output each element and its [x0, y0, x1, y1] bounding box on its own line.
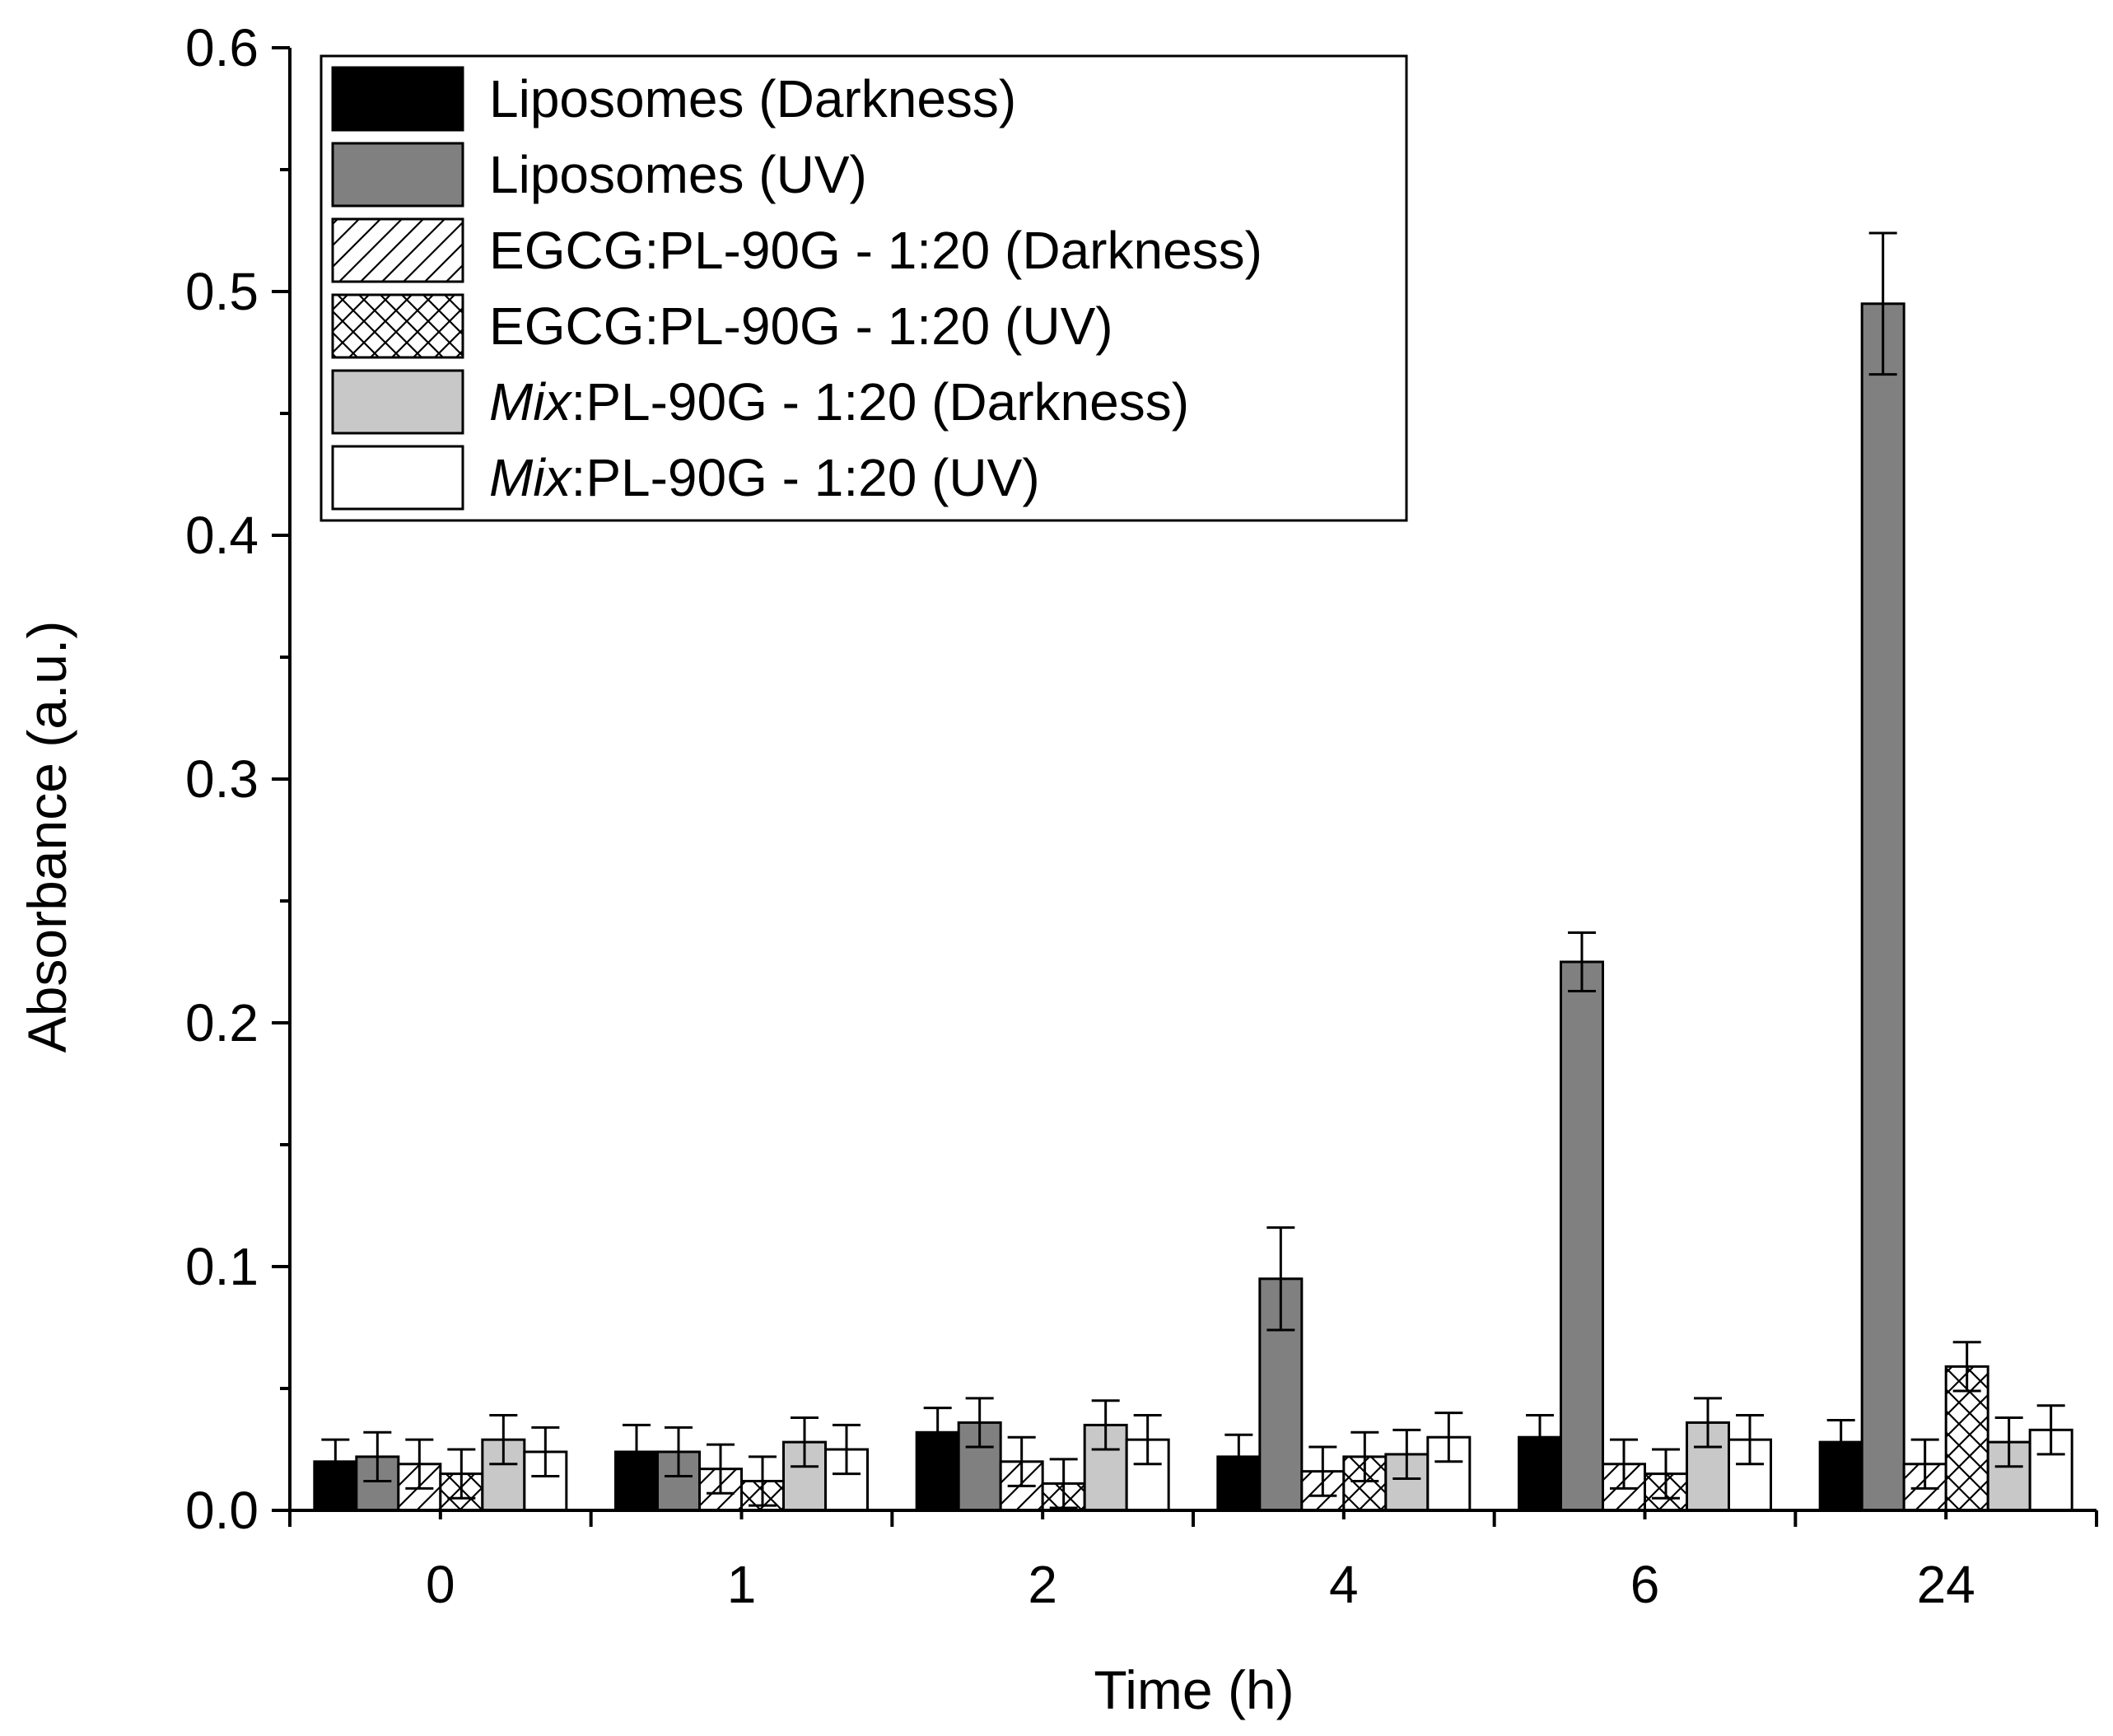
error-bar-24-series-4 [1952, 1341, 1981, 1393]
error-bar-2-series-1 [923, 1407, 952, 1458]
y-tick-label: 0.1 [185, 1237, 259, 1296]
error-bar-24-series-1 [1826, 1418, 1855, 1466]
x-tick-label-1: 1 [727, 1555, 757, 1614]
error-bar-1-series-5 [791, 1416, 819, 1468]
error-bar-24-series-3 [1910, 1438, 1939, 1490]
error-bar-2-series-4 [1049, 1458, 1078, 1510]
legend-label-6: Mix:PL-90G - 1:20 (UV) [489, 448, 1040, 507]
x-tick-label-6: 6 [1630, 1555, 1660, 1614]
legend-swatch-1 [331, 66, 464, 132]
error-bar-1-series-6 [833, 1423, 861, 1476]
error-bar-2-series-3 [1007, 1435, 1036, 1487]
error-bar-2-series-5 [1091, 1399, 1120, 1451]
error-bar-0-series-2 [363, 1430, 392, 1482]
legend-label-5: Mix:PL-90G - 1:20 (Darkness) [489, 372, 1189, 432]
error-bar-4-series-3 [1308, 1445, 1337, 1497]
legend-swatch-4 [331, 293, 464, 359]
bar-24-series-2 [1860, 302, 1905, 1512]
bar-6-series-2 [1560, 960, 1604, 1512]
error-bar-4-series-1 [1224, 1433, 1253, 1481]
error-bar-6-series-2 [1568, 931, 1596, 993]
legend-label-4: EGCG:PL-90G - 1:20 (UV) [489, 296, 1113, 356]
x-tick-label-4: 4 [1329, 1555, 1359, 1614]
legend-swatch-2 [331, 142, 464, 208]
error-bar-1-series-4 [749, 1455, 777, 1507]
y-tick-label: 0.4 [185, 506, 259, 565]
error-bar-4-series-2 [1266, 1226, 1295, 1332]
error-bar-0-series-5 [489, 1414, 518, 1466]
legend-label-3: EGCG:PL-90G - 1:20 (Darkness) [489, 221, 1262, 280]
error-bar-1-series-2 [665, 1426, 693, 1478]
y-tick-label: 0.5 [185, 262, 259, 321]
error-bar-6-series-6 [1736, 1414, 1764, 1466]
x-tick-label-2: 2 [1028, 1555, 1057, 1614]
error-bar-4-series-5 [1392, 1428, 1421, 1481]
y-tick-label: 0.3 [185, 749, 259, 809]
error-bar-0-series-6 [531, 1426, 560, 1478]
error-bar-24-series-6 [2036, 1404, 2065, 1456]
error-bar-6-series-5 [1694, 1397, 1722, 1449]
y-axis-title: Absorbance (a.u.) [16, 621, 77, 1053]
x-axis-title: Time (h) [1094, 1659, 1294, 1720]
error-bar-6-series-4 [1652, 1448, 1680, 1500]
error-bar-4-series-4 [1350, 1430, 1379, 1482]
error-bar-0-series-4 [447, 1448, 476, 1500]
legend-label-1: Liposomes (Darkness) [489, 69, 1016, 128]
error-bar-0-series-3 [405, 1438, 434, 1490]
x-tick-label-24: 24 [1917, 1555, 1975, 1614]
error-bar-4-series-6 [1434, 1412, 1463, 1463]
legend-swatch-5 [331, 369, 464, 435]
error-bar-2-series-6 [1133, 1414, 1162, 1466]
legend-box [320, 54, 1408, 522]
legend: Liposomes (Darkness) Liposomes (UV) EGCG:P… [320, 54, 1408, 522]
y-tick-label: 0.0 [185, 1481, 259, 1540]
bar-2-series-5 [1083, 1423, 1128, 1512]
error-bar-24-series-2 [1868, 231, 1897, 376]
legend-swatch-6 [331, 445, 464, 511]
error-bar-0-series-1 [321, 1438, 350, 1485]
legend-swatch-3 [331, 217, 464, 283]
error-bar-1-series-1 [623, 1423, 651, 1481]
error-bar-6-series-1 [1526, 1414, 1554, 1461]
error-bar-2-series-2 [965, 1397, 994, 1449]
error-bar-24-series-5 [1994, 1416, 2023, 1468]
y-tick-label: 0.2 [185, 993, 259, 1052]
y-tick-label: 0.6 [185, 18, 259, 77]
legend-label-2: Liposomes (UV) [489, 145, 867, 204]
error-bar-1-series-3 [707, 1443, 735, 1495]
error-bar-6-series-3 [1610, 1438, 1638, 1490]
x-tick-label-0: 0 [426, 1555, 455, 1614]
error-bars-layer [321, 231, 2065, 1510]
axes-layer: 0.00.10.20.30.40.50.60 1 2 4 6 24 [185, 18, 2098, 1614]
